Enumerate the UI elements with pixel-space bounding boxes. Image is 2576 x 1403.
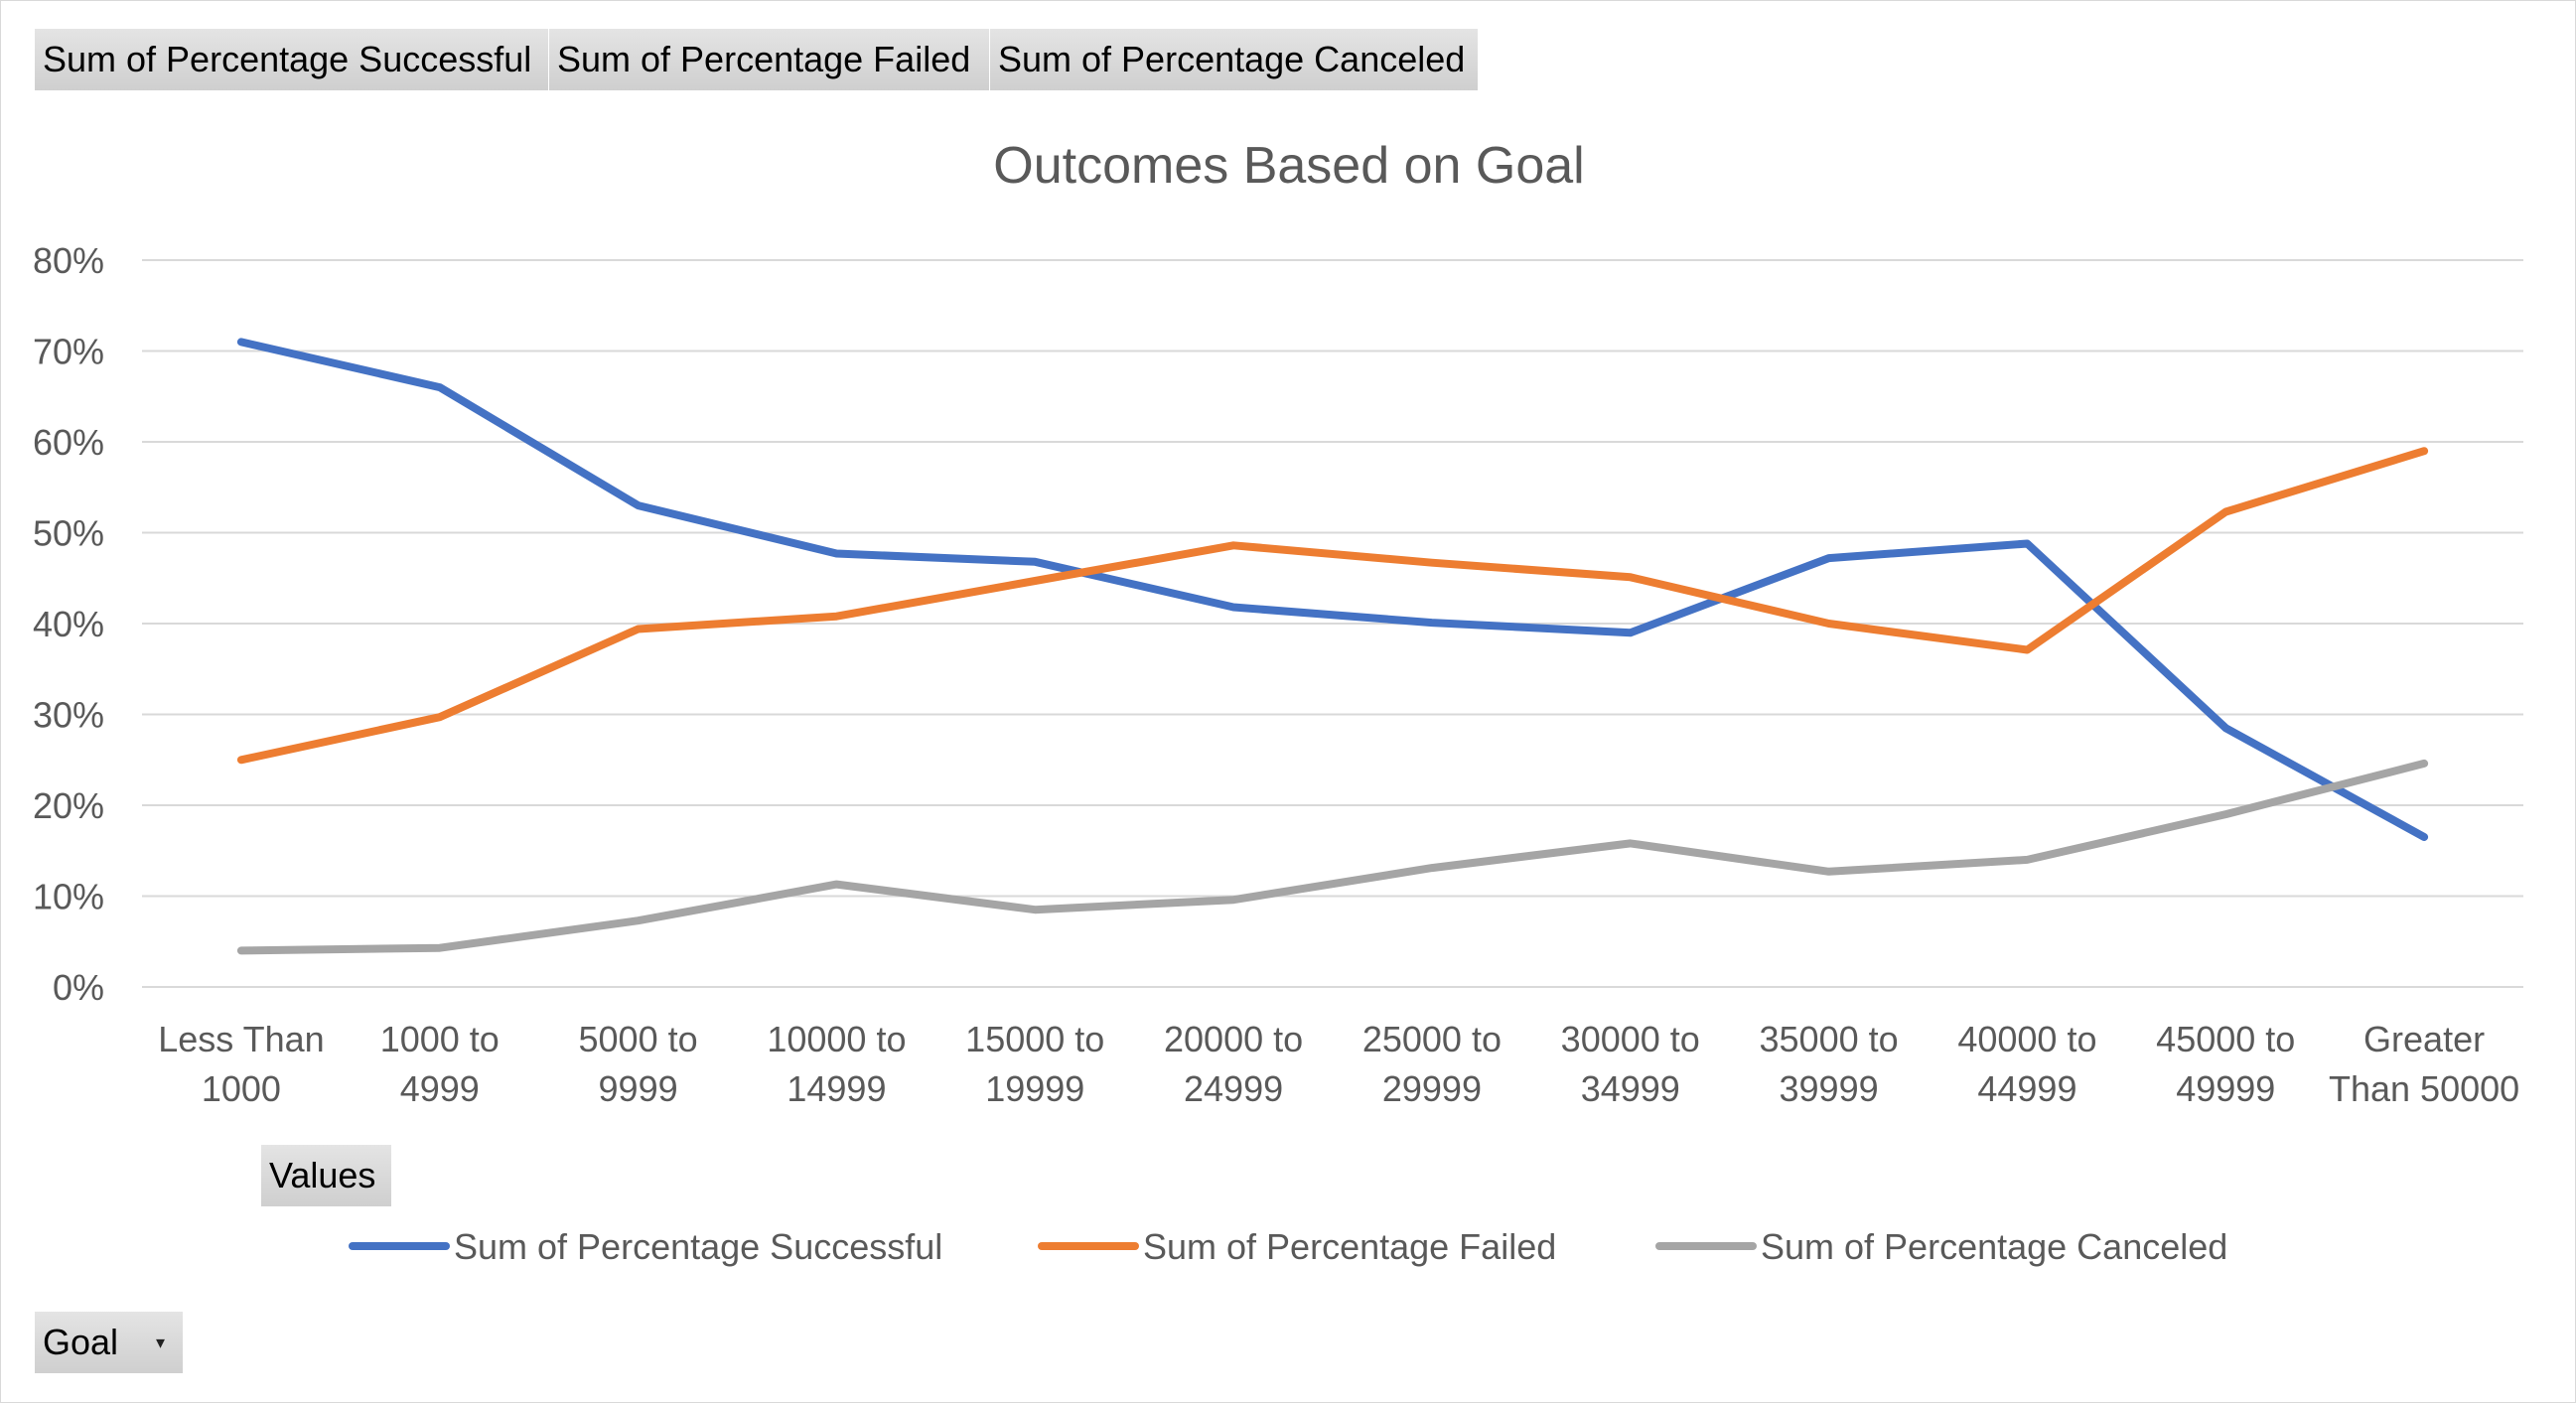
gridlines xyxy=(142,259,2523,988)
series-line xyxy=(236,759,2429,955)
y-tick-label: 0% xyxy=(53,967,104,1008)
y-tick-label: 80% xyxy=(33,240,104,281)
field-button-canceled[interactable]: Sum of Percentage Canceled xyxy=(990,29,1479,90)
legend: Sum of Percentage Successful Sum of Perce… xyxy=(349,1226,2227,1267)
legend-label: Sum of Percentage Failed xyxy=(1143,1226,1556,1267)
x-tick-label: 45000 to 49999 xyxy=(2156,1019,2295,1109)
x-tick-label: 40000 to 44999 xyxy=(1957,1019,2096,1109)
field-button-failed[interactable]: Sum of Percentage Failed xyxy=(549,29,990,90)
x-tick-label: 1000 to 4999 xyxy=(380,1019,500,1109)
x-tick-label: 5000 to 9999 xyxy=(579,1019,698,1109)
y-tick-label: 40% xyxy=(33,604,104,644)
legend-label: Sum of Percentage Successful xyxy=(454,1226,942,1267)
chart-title: Outcomes Based on Goal xyxy=(993,137,1584,195)
values-field-button[interactable]: Values xyxy=(261,1145,392,1206)
x-tick-label: 30000 to 34999 xyxy=(1561,1019,1700,1109)
y-axis-tick-labels: 0% 10% 20% 30% 40% 50% 60% 70% 80% xyxy=(33,240,104,1008)
goal-filter-label: Goal xyxy=(43,1322,119,1362)
series-line xyxy=(236,447,2429,765)
field-button-successful[interactable]: Sum of Percentage Successful xyxy=(35,29,549,90)
x-tick-label: 10000 to 14999 xyxy=(767,1019,906,1109)
y-tick-label: 10% xyxy=(33,877,104,917)
x-tick-label: 20000 to 24999 xyxy=(1164,1019,1303,1109)
dropdown-arrow-icon[interactable]: ▾ xyxy=(155,1333,165,1352)
goal-filter-button[interactable]: Goal ▾ xyxy=(35,1312,184,1373)
legend-label: Sum of Percentage Canceled xyxy=(1761,1226,2227,1267)
x-tick-label: 35000 to 39999 xyxy=(1760,1019,1899,1109)
y-tick-label: 20% xyxy=(33,785,104,826)
x-tick-label: 15000 to 19999 xyxy=(965,1019,1104,1109)
y-tick-label: 30% xyxy=(33,695,104,736)
y-tick-label: 70% xyxy=(33,332,104,372)
x-axis-tick-labels: Less Than 1000 1000 to 4999 5000 to 9999 10000… xyxy=(158,1019,2519,1109)
series-lines xyxy=(236,338,2429,955)
y-tick-label: 50% xyxy=(33,513,104,554)
series-line xyxy=(236,338,2429,841)
x-tick-label: Less Than 1000 xyxy=(158,1019,324,1109)
x-tick-label: 25000 to 29999 xyxy=(1362,1019,1502,1109)
y-tick-label: 60% xyxy=(33,422,104,463)
x-tick-label: Greater Than 50000 xyxy=(2329,1019,2519,1109)
